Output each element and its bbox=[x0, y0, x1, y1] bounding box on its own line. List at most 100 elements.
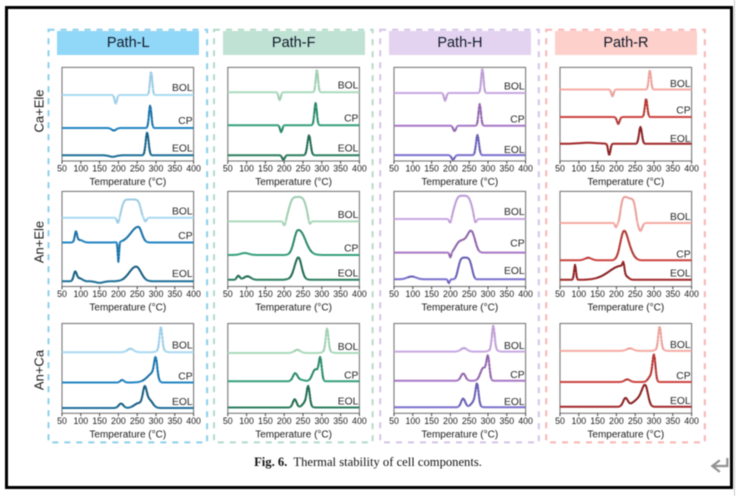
svg-text:Temperature (°C): Temperature (°C) bbox=[587, 303, 664, 314]
svg-text:BOL: BOL bbox=[670, 79, 691, 90]
svg-text:100: 100 bbox=[571, 164, 586, 174]
svg-text:150: 150 bbox=[92, 289, 107, 299]
svg-text:CP: CP bbox=[344, 114, 358, 125]
svg-text:300: 300 bbox=[314, 289, 329, 299]
svg-text:EOL: EOL bbox=[504, 266, 525, 277]
svg-text:CP: CP bbox=[676, 371, 690, 382]
svg-text:BOL: BOL bbox=[504, 82, 525, 93]
svg-text:CP: CP bbox=[344, 371, 358, 382]
svg-text:EOL: EOL bbox=[504, 145, 525, 156]
svg-text:BOL: BOL bbox=[338, 210, 359, 221]
svg-text:150: 150 bbox=[590, 289, 605, 299]
svg-text:200: 200 bbox=[111, 164, 126, 174]
svg-text:200: 200 bbox=[443, 164, 458, 174]
svg-text:EOL: EOL bbox=[670, 134, 691, 145]
svg-text:250: 250 bbox=[628, 416, 643, 426]
svg-text:Temperature (°C): Temperature (°C) bbox=[255, 430, 332, 441]
svg-text:100: 100 bbox=[239, 164, 254, 174]
svg-text:150: 150 bbox=[424, 416, 439, 426]
svg-text:50: 50 bbox=[389, 416, 399, 426]
svg-text:CP: CP bbox=[178, 231, 192, 242]
svg-text:CP: CP bbox=[510, 239, 524, 250]
svg-text:BOL: BOL bbox=[172, 341, 193, 352]
svg-text:350: 350 bbox=[167, 416, 182, 426]
svg-text:400: 400 bbox=[186, 416, 201, 426]
svg-text:400: 400 bbox=[352, 289, 367, 299]
svg-text:EOL: EOL bbox=[670, 268, 691, 279]
svg-text:Temperature (°C): Temperature (°C) bbox=[421, 430, 498, 441]
svg-text:300: 300 bbox=[647, 164, 662, 174]
svg-text:100: 100 bbox=[73, 289, 88, 299]
svg-text:350: 350 bbox=[499, 416, 514, 426]
svg-text:50: 50 bbox=[223, 164, 233, 174]
svg-text:150: 150 bbox=[258, 164, 273, 174]
svg-text:Temperature (°C): Temperature (°C) bbox=[421, 303, 498, 314]
svg-text:CP: CP bbox=[510, 115, 524, 126]
svg-text:250: 250 bbox=[130, 164, 145, 174]
svg-text:200: 200 bbox=[277, 164, 292, 174]
svg-text:50: 50 bbox=[57, 289, 67, 299]
svg-text:100: 100 bbox=[73, 416, 88, 426]
svg-text:100: 100 bbox=[405, 289, 420, 299]
svg-text:350: 350 bbox=[167, 289, 182, 299]
svg-text:BOL: BOL bbox=[172, 83, 193, 94]
svg-text:EOL: EOL bbox=[338, 143, 359, 154]
svg-text:100: 100 bbox=[239, 416, 254, 426]
svg-text:250: 250 bbox=[296, 416, 311, 426]
svg-text:150: 150 bbox=[92, 416, 107, 426]
svg-text:50: 50 bbox=[223, 289, 233, 299]
svg-text:CP: CP bbox=[178, 372, 192, 383]
svg-text:Temperature (°C): Temperature (°C) bbox=[89, 303, 166, 314]
svg-text:50: 50 bbox=[57, 164, 67, 174]
svg-text:300: 300 bbox=[314, 164, 329, 174]
svg-text:100: 100 bbox=[571, 416, 586, 426]
svg-text:BOL: BOL bbox=[338, 80, 359, 91]
svg-text:CP: CP bbox=[344, 244, 358, 255]
svg-text:50: 50 bbox=[555, 164, 565, 174]
svg-text:250: 250 bbox=[130, 416, 145, 426]
svg-text:350: 350 bbox=[167, 164, 182, 174]
svg-text:150: 150 bbox=[590, 416, 605, 426]
svg-text:200: 200 bbox=[609, 289, 624, 299]
svg-text:50: 50 bbox=[555, 416, 565, 426]
svg-text:Temperature (°C): Temperature (°C) bbox=[89, 430, 166, 441]
svg-text:Temperature (°C): Temperature (°C) bbox=[255, 303, 332, 314]
svg-text:EOL: EOL bbox=[172, 143, 193, 154]
svg-text:100: 100 bbox=[405, 416, 420, 426]
svg-text:200: 200 bbox=[111, 289, 126, 299]
svg-text:400: 400 bbox=[684, 416, 699, 426]
svg-text:200: 200 bbox=[111, 416, 126, 426]
svg-text:300: 300 bbox=[481, 289, 496, 299]
svg-text:200: 200 bbox=[277, 416, 292, 426]
svg-text:250: 250 bbox=[462, 289, 477, 299]
svg-text:350: 350 bbox=[499, 164, 514, 174]
svg-text:200: 200 bbox=[609, 416, 624, 426]
svg-text:200: 200 bbox=[277, 289, 292, 299]
svg-text:400: 400 bbox=[518, 164, 533, 174]
svg-text:300: 300 bbox=[149, 164, 164, 174]
svg-text:EOL: EOL bbox=[504, 397, 525, 408]
svg-text:Temperature (°C): Temperature (°C) bbox=[587, 177, 664, 188]
svg-text:250: 250 bbox=[462, 416, 477, 426]
svg-text:100: 100 bbox=[571, 289, 586, 299]
svg-text:150: 150 bbox=[92, 164, 107, 174]
svg-text:EOL: EOL bbox=[338, 397, 359, 408]
svg-text:BOL: BOL bbox=[338, 342, 359, 353]
svg-text:EOL: EOL bbox=[172, 397, 193, 408]
svg-text:400: 400 bbox=[352, 164, 367, 174]
svg-text:BOL: BOL bbox=[670, 212, 691, 223]
svg-text:50: 50 bbox=[57, 416, 67, 426]
svg-text:350: 350 bbox=[665, 164, 680, 174]
svg-text:400: 400 bbox=[684, 164, 699, 174]
svg-text:200: 200 bbox=[443, 416, 458, 426]
svg-text:250: 250 bbox=[462, 164, 477, 174]
svg-text:350: 350 bbox=[499, 289, 514, 299]
svg-text:350: 350 bbox=[333, 416, 348, 426]
svg-text:50: 50 bbox=[555, 289, 565, 299]
svg-text:150: 150 bbox=[424, 164, 439, 174]
svg-text:400: 400 bbox=[684, 289, 699, 299]
svg-text:BOL: BOL bbox=[172, 207, 193, 218]
svg-text:CP: CP bbox=[510, 370, 524, 381]
svg-text:350: 350 bbox=[333, 289, 348, 299]
svg-text:350: 350 bbox=[665, 416, 680, 426]
